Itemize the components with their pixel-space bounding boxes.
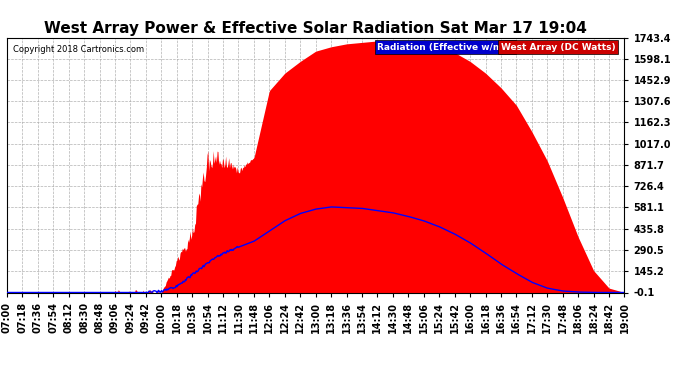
Text: West Array (DC Watts): West Array (DC Watts) — [501, 43, 615, 52]
Text: Copyright 2018 Cartronics.com: Copyright 2018 Cartronics.com — [13, 45, 144, 54]
Title: West Array Power & Effective Solar Radiation Sat Mar 17 19:04: West Array Power & Effective Solar Radia… — [44, 21, 587, 36]
Text: Radiation (Effective w/m2): Radiation (Effective w/m2) — [377, 43, 513, 52]
